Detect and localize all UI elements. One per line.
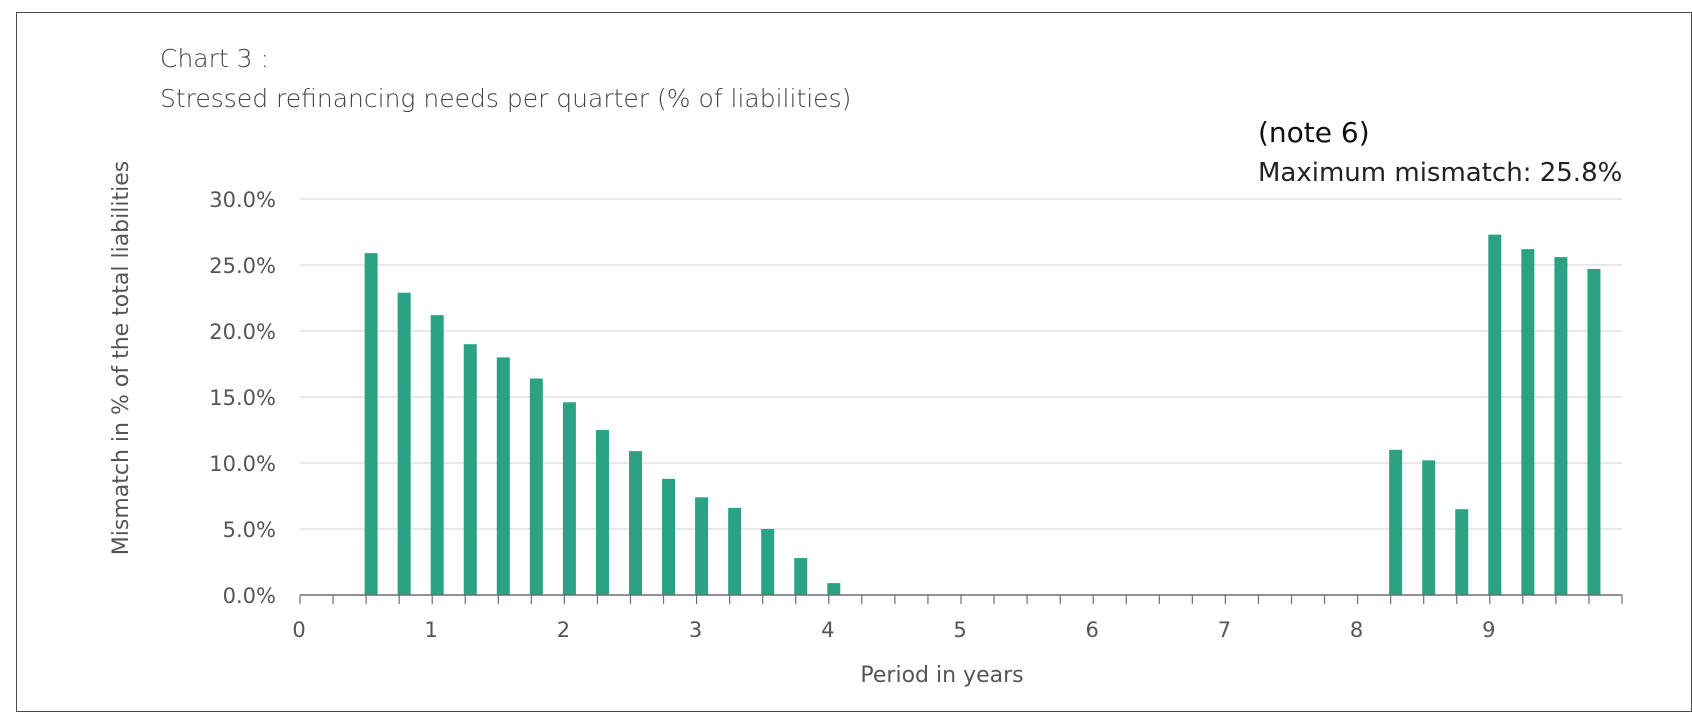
- y-tick-label: 5.0%: [223, 518, 276, 542]
- bar: [1455, 509, 1469, 595]
- max-mismatch-label: Maximum mismatch: 25.8%: [1258, 158, 1623, 188]
- y-tick-label: 30.0%: [209, 188, 276, 212]
- x-tick-label: 6: [1086, 618, 1099, 642]
- bar: [728, 507, 742, 595]
- gridlines: [300, 198, 1622, 530]
- x-tick-label: 7: [1218, 618, 1231, 642]
- y-tick-label: 20.0%: [209, 320, 276, 344]
- x-tick-label: 5: [953, 618, 966, 642]
- bar: [1587, 268, 1601, 595]
- y-tick-label: 10.0%: [209, 452, 276, 476]
- bar: [562, 402, 576, 595]
- x-tick-label: 9: [1482, 618, 1495, 642]
- bar: [1389, 449, 1403, 595]
- x-tick-label: 0: [292, 618, 305, 642]
- bar: [761, 529, 775, 595]
- x-tick-label: 4: [821, 618, 834, 642]
- bar: [595, 430, 609, 595]
- bar: [529, 378, 543, 595]
- bar: [1554, 257, 1568, 595]
- y-tick-label: 15.0%: [209, 386, 276, 410]
- y-tick-label: 25.0%: [209, 254, 276, 278]
- bar: [496, 357, 510, 595]
- bar: [794, 558, 808, 595]
- bar: [1521, 249, 1535, 595]
- chart-title: Chart 3 :: [160, 44, 269, 73]
- y-axis-label: Mismatch in % of the total liabilities: [109, 161, 134, 555]
- y-tick-label: 0.0%: [223, 584, 276, 608]
- note-label: (note 6): [1258, 116, 1370, 149]
- bar: [430, 315, 444, 595]
- bar: [827, 583, 841, 595]
- bar: [695, 497, 709, 595]
- bar: [629, 451, 642, 595]
- bar: [1488, 234, 1502, 595]
- x-tick-labels: 0 1 2 3 4 5 6 7 8 9: [292, 618, 1495, 642]
- bar-series: [364, 234, 1601, 595]
- x-axis-label: Period in years: [860, 663, 1023, 688]
- x-tick-label: 1: [425, 618, 438, 642]
- bar: [662, 478, 676, 595]
- bar: [1422, 460, 1436, 595]
- x-tick-label: 8: [1350, 618, 1363, 642]
- axes: [299, 594, 1623, 604]
- bar: [397, 292, 411, 595]
- x-tick-label: 2: [557, 618, 570, 642]
- bar: [364, 253, 378, 595]
- y-tick-labels: 0.0% 5.0% 10.0% 15.0% 20.0% 25.0% 30.0%: [209, 188, 276, 608]
- x-tick-label: 3: [689, 618, 702, 642]
- bar: [463, 344, 477, 595]
- chart-subtitle: Stressed refinancing needs per quarter (…: [160, 84, 852, 113]
